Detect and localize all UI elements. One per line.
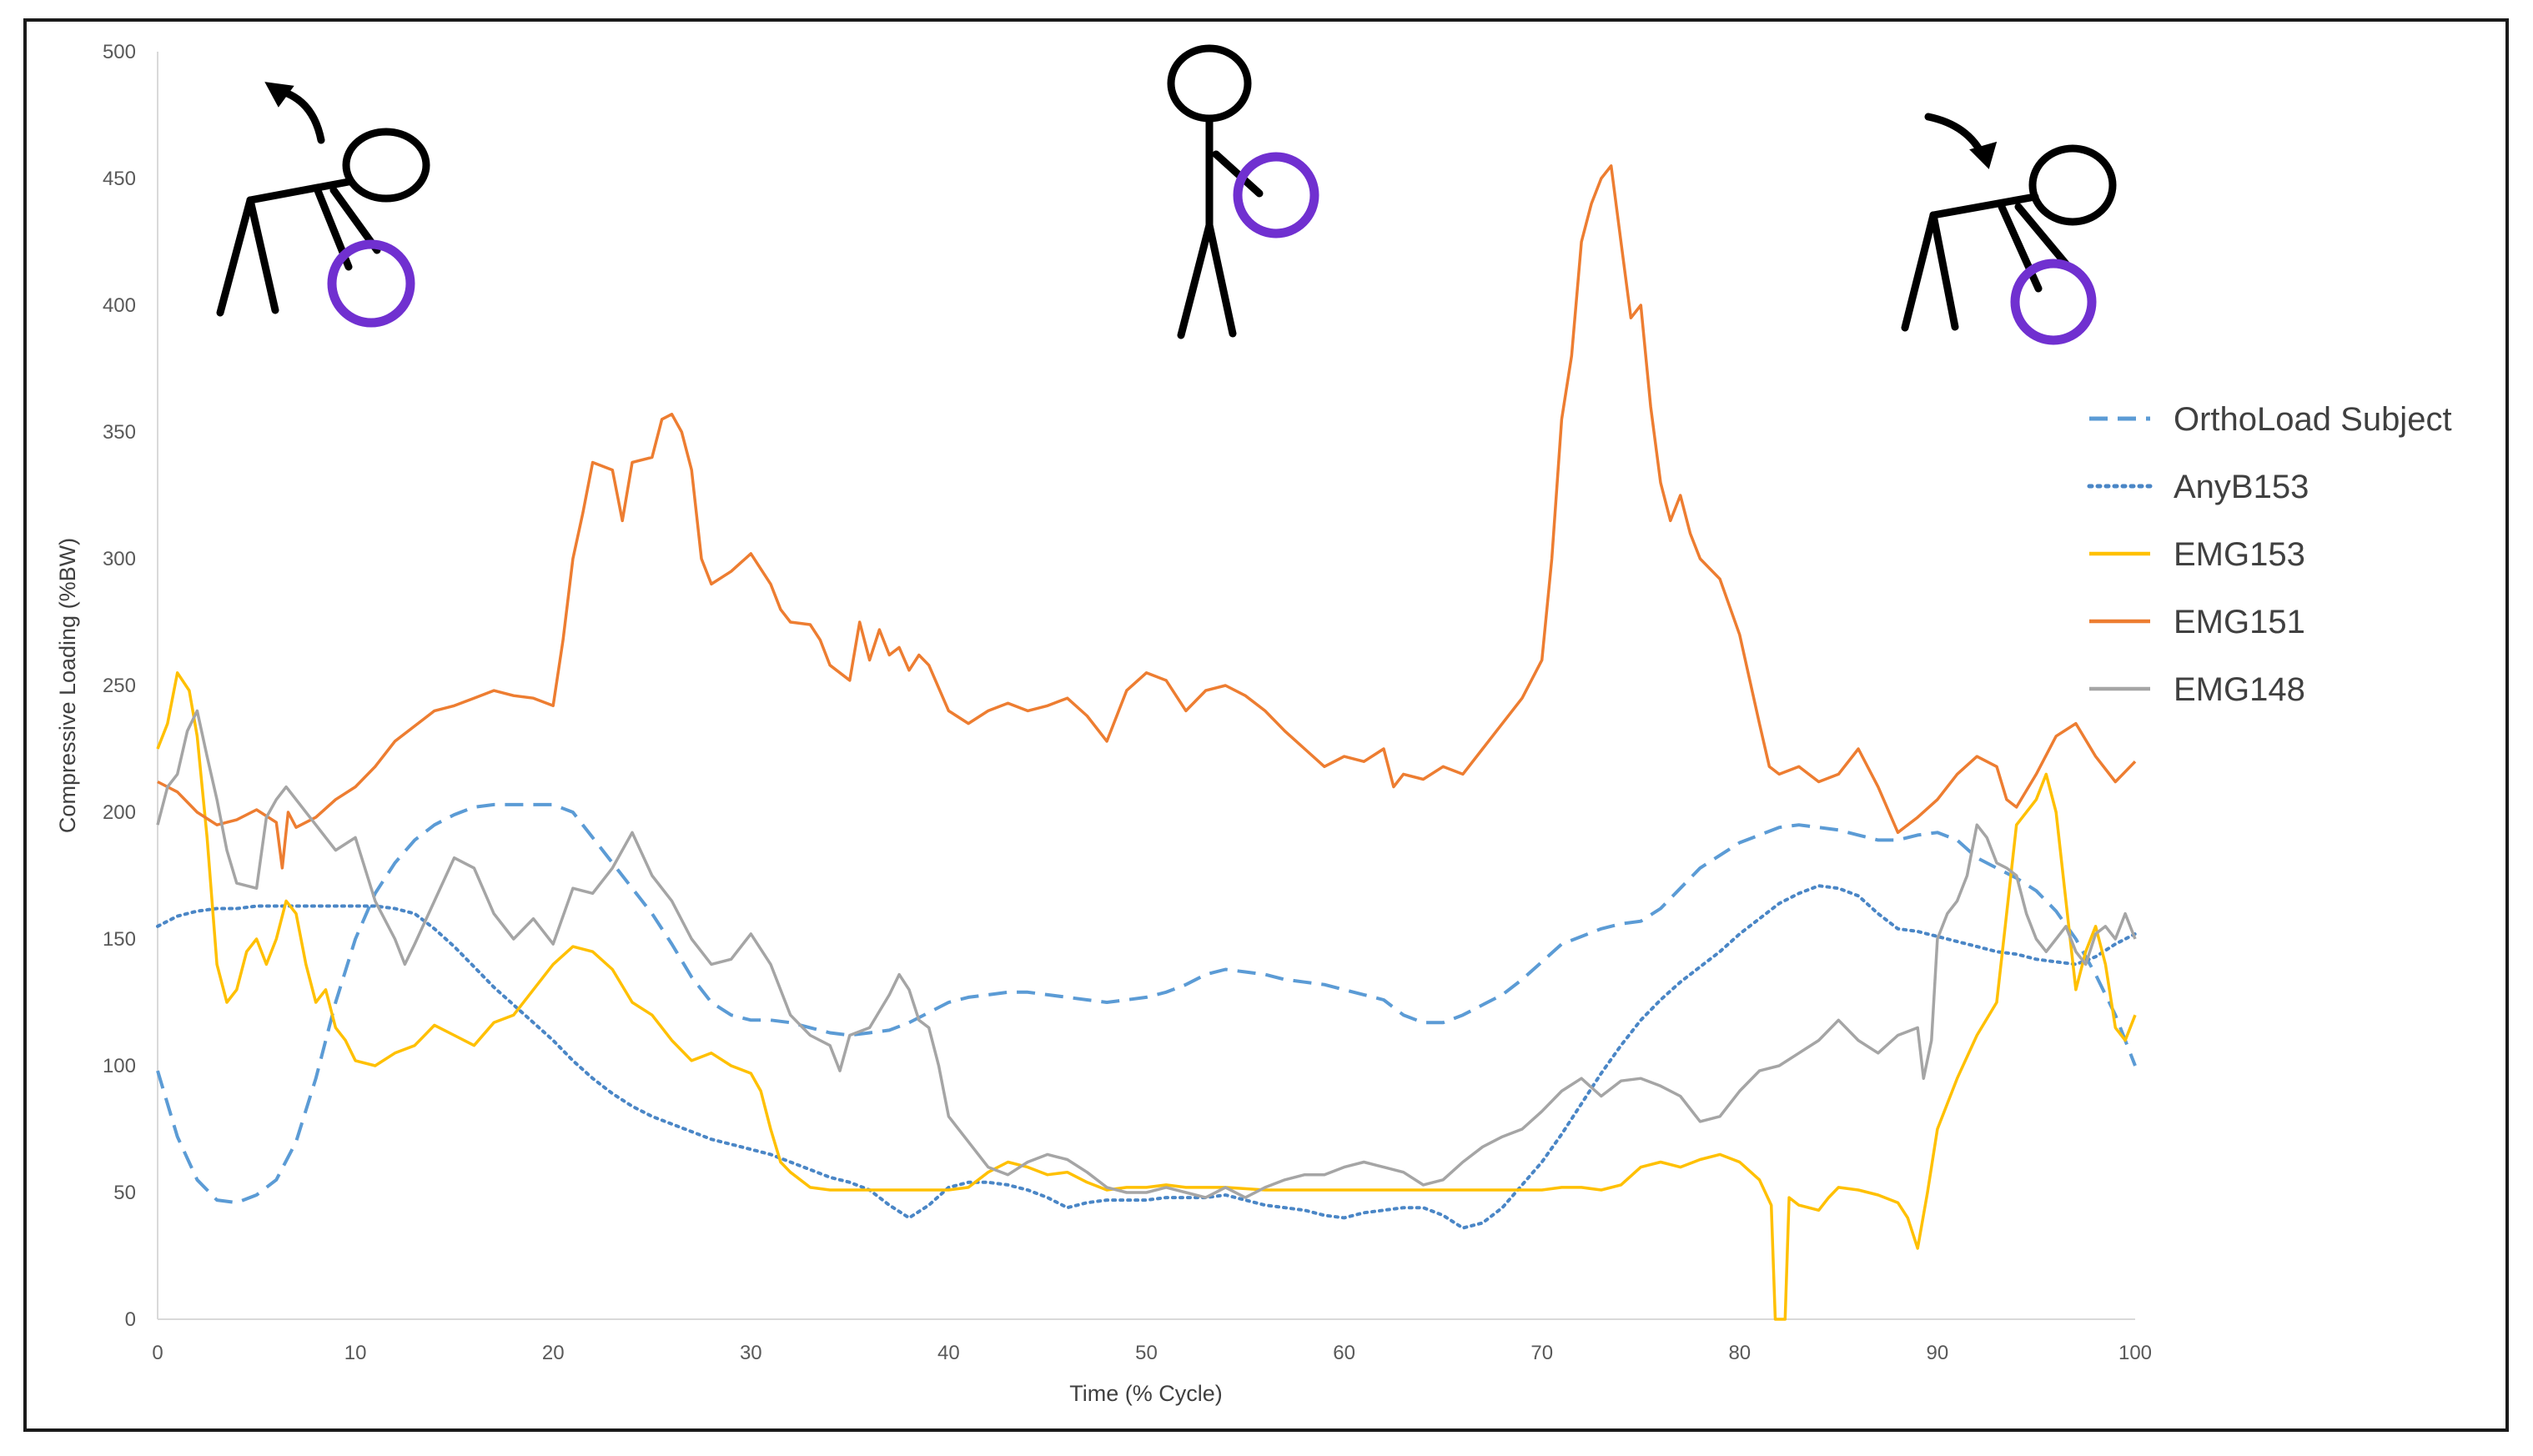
- series-line-anyb153: [156, 884, 2137, 1230]
- y-axis-title: Compressive Loading (%BW): [55, 538, 80, 833]
- stick-figure-bent-rising-icon: [216, 82, 430, 328]
- x-tick-label: 70: [1530, 1342, 1553, 1364]
- legend-label: EMG153: [2174, 536, 2305, 573]
- x-tick-label: 0: [152, 1342, 163, 1364]
- x-tick-label: 60: [1333, 1342, 1355, 1364]
- legend: OrthoLoad Subject AnyB153 EMG153 EMG151 EMG1…: [2087, 401, 2452, 708]
- y-tick-label: 150: [103, 928, 136, 951]
- series-line-emg153: [156, 671, 2137, 1321]
- y-tick-label: 200: [103, 801, 136, 824]
- x-tick-label: 30: [740, 1342, 762, 1364]
- legend-label: OrthoLoad Subject: [2174, 401, 2452, 438]
- legend-label: EMG148: [2174, 671, 2305, 708]
- series-line-emg151: [157, 164, 2137, 870]
- y-tick-label: 50: [113, 1182, 136, 1204]
- y-tick-labels: 0 50 100 150 200 250 300 350 400 450 500: [103, 41, 136, 1331]
- series-line-orthoload-subject: [156, 802, 2137, 1205]
- axes: [157, 52, 2135, 1320]
- stick-figure-bent-lowering-icon: [1901, 113, 2117, 345]
- legend-label: AnyB153: [2174, 469, 2309, 505]
- x-tick-label: 80: [1728, 1342, 1751, 1364]
- y-tick-label: 0: [125, 1308, 136, 1331]
- x-tick-label: 100: [2118, 1342, 2152, 1364]
- stick-figure-upright-icon: [1167, 44, 1319, 339]
- y-tick-label: 450: [103, 168, 136, 190]
- y-tick-label: 300: [103, 548, 136, 570]
- x-tick-labels: 0 10 20 30 40 50 60 70 80 90 100: [152, 1342, 2152, 1364]
- y-tick-label: 400: [103, 294, 136, 317]
- x-tick-label: 20: [542, 1342, 565, 1364]
- legend-label: EMG151: [2174, 604, 2305, 640]
- x-tick-label: 10: [344, 1342, 367, 1364]
- y-tick-label: 250: [103, 675, 136, 697]
- chart-frame: [23, 18, 2509, 1432]
- x-axis-title: Time (% Cycle): [1069, 1381, 1223, 1406]
- series-line-emg148: [156, 709, 2137, 1199]
- series-layer: [156, 164, 2137, 1321]
- y-tick-label: 500: [103, 41, 136, 63]
- x-tick-label: 90: [1927, 1342, 1949, 1364]
- y-tick-label: 350: [103, 421, 136, 444]
- x-tick-label: 40: [937, 1342, 960, 1364]
- y-tick-label: 100: [103, 1055, 136, 1077]
- x-tick-label: 50: [1135, 1342, 1158, 1364]
